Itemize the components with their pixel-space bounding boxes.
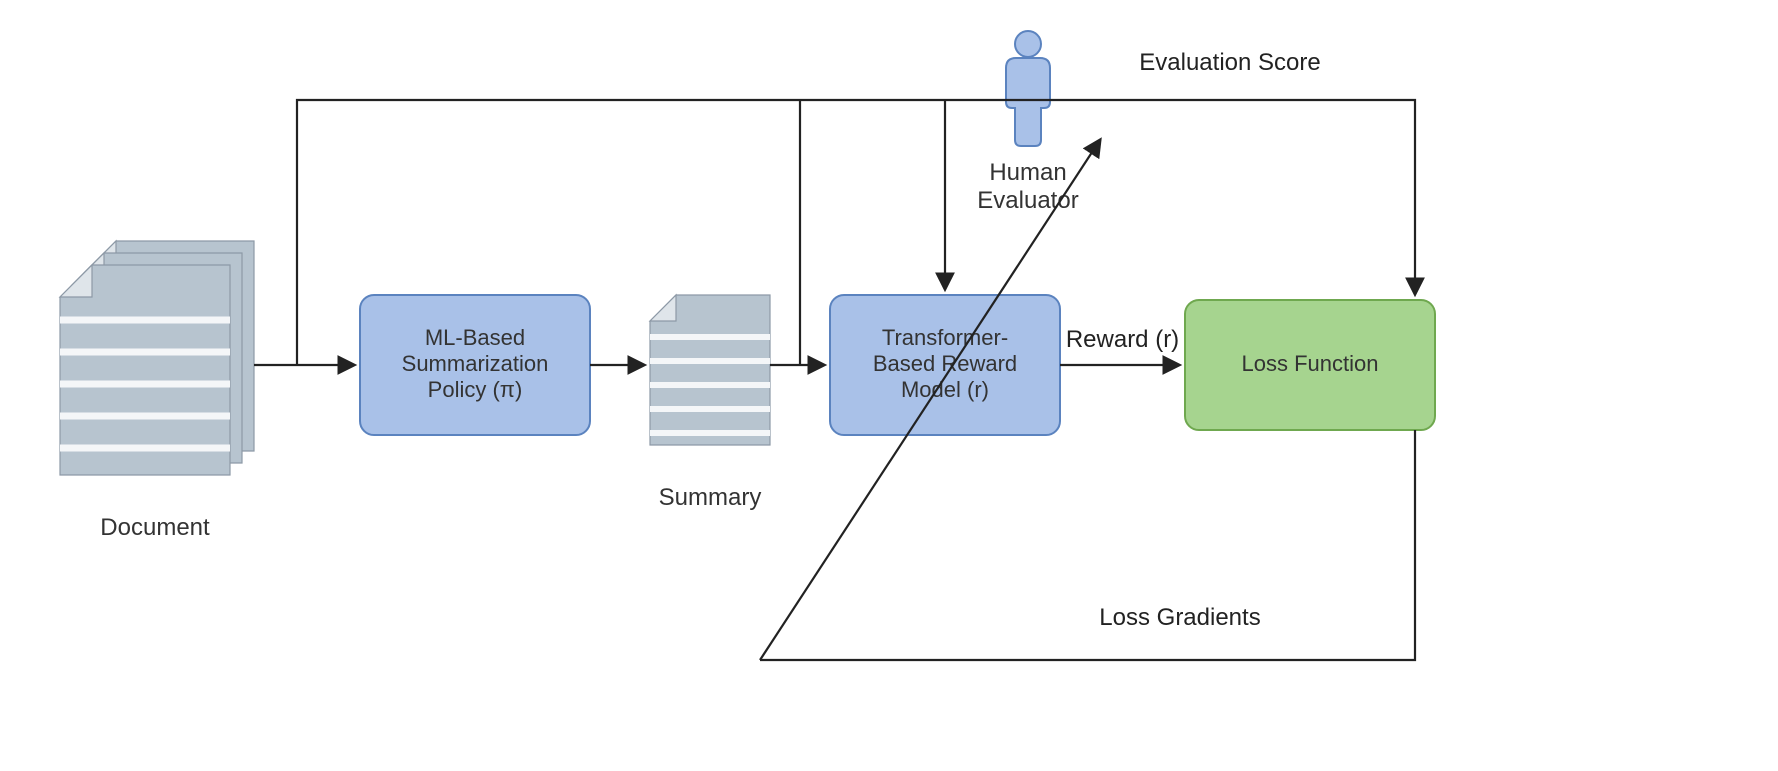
reward-label-2: Model (r) bbox=[901, 377, 989, 402]
human-label-1: Evaluator bbox=[977, 187, 1078, 214]
reward-box: Transformer-Based RewardModel (r) bbox=[830, 295, 1060, 435]
policy-label-2: Policy (π) bbox=[428, 377, 523, 402]
policy-label-0: ML-Based bbox=[425, 325, 525, 350]
summary-icon: Summary bbox=[650, 295, 770, 511]
edge-loss-bottom-span bbox=[760, 430, 1415, 660]
policy-box: ML-BasedSummarizationPolicy (π) bbox=[360, 295, 590, 435]
document-label: Document bbox=[100, 514, 210, 541]
edge-label-evalscore: Evaluation Score bbox=[1139, 49, 1320, 76]
edge-label-reward: Reward (r) bbox=[1066, 326, 1179, 353]
reward-label-0: Transformer- bbox=[882, 325, 1008, 350]
human-evaluator-icon: HumanEvaluator bbox=[977, 31, 1078, 214]
loss-box: Loss Function bbox=[1185, 300, 1435, 430]
document-icon: Document bbox=[60, 241, 254, 541]
edge-label-lossgrad: Loss Gradients bbox=[1099, 604, 1260, 631]
policy-label-1: Summarization bbox=[402, 351, 549, 376]
human-label-0: Human bbox=[989, 159, 1066, 186]
summary-label: Summary bbox=[659, 484, 762, 511]
reward-label-1: Based Reward bbox=[873, 351, 1017, 376]
loss-label-0: Loss Function bbox=[1242, 351, 1379, 376]
